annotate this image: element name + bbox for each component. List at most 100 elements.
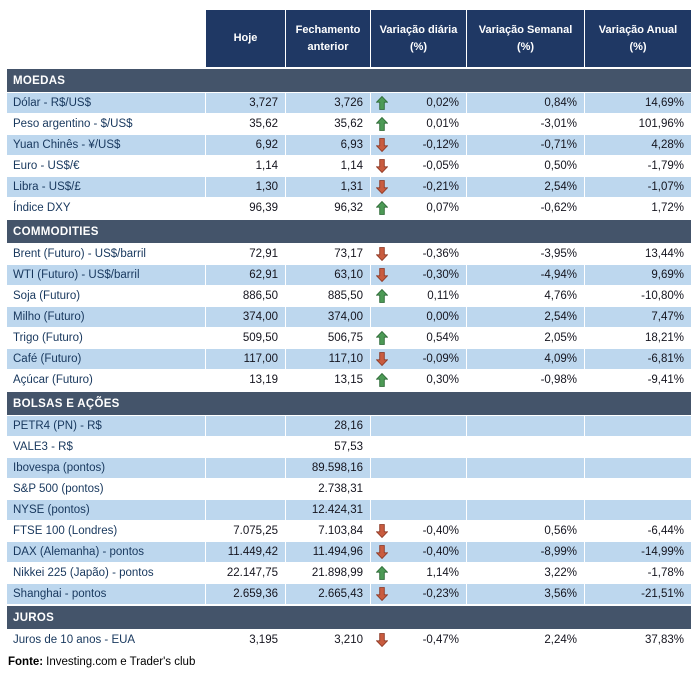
column-header-variacao-semanal: Variação Semanal (%) — [466, 10, 584, 67]
variacao-semanal-value — [466, 458, 584, 478]
arrow-up-icon — [376, 331, 388, 345]
trend-arrow — [376, 584, 389, 604]
hoje-value — [205, 458, 285, 478]
variacao-semanal-value: 3,22% — [466, 563, 584, 583]
variacao-diaria-value: -0,40% — [422, 546, 459, 558]
source-note: Fonte: Investing.com e Trader's club — [8, 656, 698, 668]
variacao-diaria-cell — [370, 437, 466, 457]
row-label: PETR4 (PN) - R$ — [13, 420, 102, 432]
variacao-diaria-value: -0,47% — [422, 634, 459, 646]
row-label: NYSE (pontos) — [13, 504, 90, 516]
trend-arrow — [376, 563, 389, 583]
variacao-diaria-cell: 0,11% — [370, 286, 466, 306]
trend-arrow — [376, 416, 389, 436]
row-label: Índice DXY — [13, 202, 71, 214]
variacao-diaria-cell: -0,47% — [370, 630, 466, 650]
variacao-diaria-cell — [370, 416, 466, 436]
arrow-up-icon — [376, 289, 388, 303]
row-label: Peso argentino - $/US$ — [13, 118, 133, 130]
row-label: Açúcar (Futuro) — [13, 374, 93, 386]
variacao-anual-value: -1,07% — [584, 177, 691, 197]
variacao-diaria-value: 0,01% — [426, 118, 459, 130]
hoje-value: 1,14 — [205, 156, 285, 176]
table-row: Libra - US$/£ 1,30 1,31 -0,21% 2,54% -1,… — [7, 176, 691, 197]
variacao-anual-value: 14,69% — [584, 93, 691, 113]
variacao-diaria-value: -0,09% — [422, 353, 459, 365]
fechamento-value: 885,50 — [285, 286, 370, 306]
arrow-down-icon — [376, 268, 388, 282]
table-row: PETR4 (PN) - R$ 28,16 — [7, 415, 691, 436]
variacao-diaria-value: -0,12% — [422, 139, 459, 151]
variacao-anual-value: 9,69% — [584, 265, 691, 285]
row-label: Soja (Futuro) — [13, 290, 81, 302]
table-row: Milho (Futuro) 374,00 374,00 0,00% 2,54%… — [7, 306, 691, 327]
arrow-down-icon — [376, 587, 388, 601]
variacao-diaria-value: -0,36% — [422, 248, 459, 260]
arrow-down-icon — [376, 159, 388, 173]
variacao-diaria-cell: 0,54% — [370, 328, 466, 348]
hoje-value — [205, 437, 285, 457]
trend-arrow — [376, 114, 389, 134]
variacao-diaria-cell: -0,12% — [370, 135, 466, 155]
variacao-diaria-cell: -0,40% — [370, 521, 466, 541]
hoje-value: 117,00 — [205, 349, 285, 369]
table-row: Peso argentino - $/US$ 35,62 35,62 0,01%… — [7, 113, 691, 134]
variacao-anual-value: 13,44% — [584, 244, 691, 264]
fechamento-value: 1,14 — [285, 156, 370, 176]
trend-arrow — [376, 156, 389, 176]
arrow-down-icon — [376, 545, 388, 559]
table-row: Dólar - R$/US$ 3,727 3,726 0,02% 0,84% 1… — [7, 92, 691, 113]
table-row: FTSE 100 (Londres) 7.075,25 7.103,84 -0,… — [7, 520, 691, 541]
fechamento-value: 2.665,43 — [285, 584, 370, 604]
table-row: WTI (Futuro) - US$/barril 62,91 63,10 -0… — [7, 264, 691, 285]
fechamento-value: 63,10 — [285, 265, 370, 285]
trend-arrow — [376, 177, 389, 197]
fechamento-value: 117,10 — [285, 349, 370, 369]
table-row: Yuan Chinês - ¥/US$ 6,92 6,93 -0,12% -0,… — [7, 134, 691, 155]
variacao-semanal-value — [466, 416, 584, 436]
arrow-down-icon — [376, 524, 388, 538]
arrow-up-icon — [376, 201, 388, 215]
variacao-diaria-cell: 0,00% — [370, 307, 466, 327]
arrow-up-icon — [376, 117, 388, 131]
variacao-anual-value: -21,51% — [584, 584, 691, 604]
fechamento-value: 7.103,84 — [285, 521, 370, 541]
variacao-semanal-value: 3,56% — [466, 584, 584, 604]
variacao-semanal-value: 4,09% — [466, 349, 584, 369]
variacao-anual-value — [584, 500, 691, 520]
variacao-anual-value: 4,28% — [584, 135, 691, 155]
fechamento-value: 374,00 — [285, 307, 370, 327]
variacao-diaria-cell: -0,05% — [370, 156, 466, 176]
variacao-diaria-value: 1,14% — [426, 567, 459, 579]
variacao-anual-value: -1,79% — [584, 156, 691, 176]
variacao-semanal-value: 2,54% — [466, 177, 584, 197]
hoje-value: 96,39 — [205, 198, 285, 218]
variacao-diaria-value: -0,30% — [422, 269, 459, 281]
variacao-semanal-value: -3,01% — [466, 114, 584, 134]
variacao-semanal-value: 4,76% — [466, 286, 584, 306]
hoje-value: 1,30 — [205, 177, 285, 197]
fechamento-value: 12.424,31 — [285, 500, 370, 520]
variacao-semanal-value: 0,56% — [466, 521, 584, 541]
row-label: Shanghai - pontos — [13, 588, 107, 600]
fechamento-value: 3,726 — [285, 93, 370, 113]
table-row: Açúcar (Futuro) 13,19 13,15 0,30% -0,98%… — [7, 369, 691, 390]
variacao-diaria-value: 0,07% — [426, 202, 459, 214]
variacao-diaria-value: 0,30% — [426, 374, 459, 386]
variacao-anual-value: -14,99% — [584, 542, 691, 562]
trend-arrow — [376, 458, 389, 478]
row-label: S&P 500 (pontos) — [13, 483, 104, 495]
variacao-diaria-cell — [370, 500, 466, 520]
column-header-fechamento-anterior: Fechamento anterior — [285, 10, 370, 67]
fechamento-value: 13,15 — [285, 370, 370, 390]
column-header-variacao-anual: Variação Anual (%) — [584, 10, 691, 67]
hoje-value: 62,91 — [205, 265, 285, 285]
variacao-diaria-cell: 0,01% — [370, 114, 466, 134]
table-row: NYSE (pontos) 12.424,31 — [7, 499, 691, 520]
variacao-anual-value — [584, 416, 691, 436]
row-label: Nikkei 225 (Japão) - pontos — [13, 567, 154, 579]
section-header: MOEDAS — [7, 69, 691, 92]
hoje-value: 72,91 — [205, 244, 285, 264]
variacao-anual-value: 1,72% — [584, 198, 691, 218]
row-label: Yuan Chinês - ¥/US$ — [13, 139, 121, 151]
